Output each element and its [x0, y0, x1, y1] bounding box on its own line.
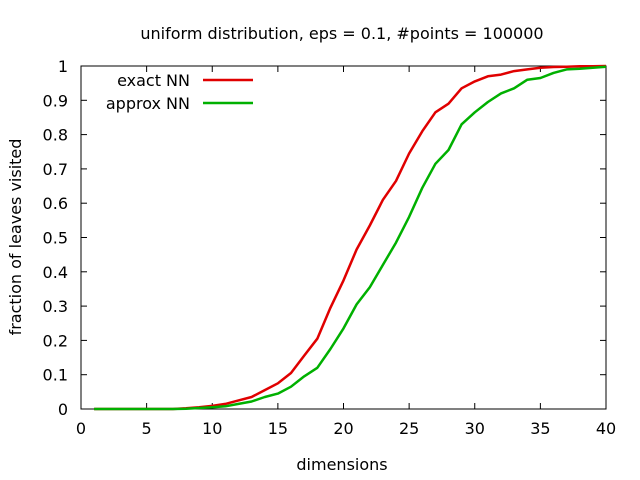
- series-line-1: [94, 65, 607, 411]
- y-tick-label: 0.5: [43, 229, 68, 248]
- x-tick-label: 15: [268, 419, 288, 438]
- axis-ticks: 0 5 10 15 20 25 30 35 40 0 0.1 0.2 0.3 0.4 0.5 0.6 0.7 0.…: [43, 57, 617, 438]
- x-axis-label: dimensions: [296, 455, 387, 474]
- x-tick-label: 40: [596, 419, 616, 438]
- x-tick-label: 20: [333, 419, 353, 438]
- y-tick-label: 0.1: [43, 366, 68, 385]
- x-tick-label: 0: [76, 419, 86, 438]
- series-lines: [94, 64, 607, 411]
- y-tick-label: 0.3: [43, 297, 68, 316]
- y-tick-label: 0: [58, 400, 68, 419]
- series-line-0: [94, 64, 607, 411]
- y-tick-label: 0.9: [43, 91, 68, 110]
- plot-frame: [80, 65, 607, 410]
- x-tick-label: 25: [399, 419, 419, 438]
- y-axis-label: fraction of leaves visited: [6, 139, 25, 336]
- legend-label-1: approx NN: [106, 94, 190, 113]
- y-tick-label: 0.4: [43, 263, 68, 282]
- x-tick-label: 30: [465, 419, 485, 438]
- y-tick-label: 0.2: [43, 331, 68, 350]
- y-tick-label: 0.8: [43, 126, 68, 145]
- y-tick-label: 0.7: [43, 160, 68, 179]
- legend: exact NN approx NN: [106, 71, 253, 113]
- x-tick-label: 35: [530, 419, 550, 438]
- chart-title: uniform distribution, eps = 0.1, #points…: [140, 24, 543, 43]
- x-tick-label: 10: [202, 419, 222, 438]
- y-tick-label: 1: [58, 57, 68, 76]
- y-tick-label: 0.6: [43, 194, 68, 213]
- legend-label-0: exact NN: [117, 71, 190, 90]
- x-tick-label: 5: [142, 419, 152, 438]
